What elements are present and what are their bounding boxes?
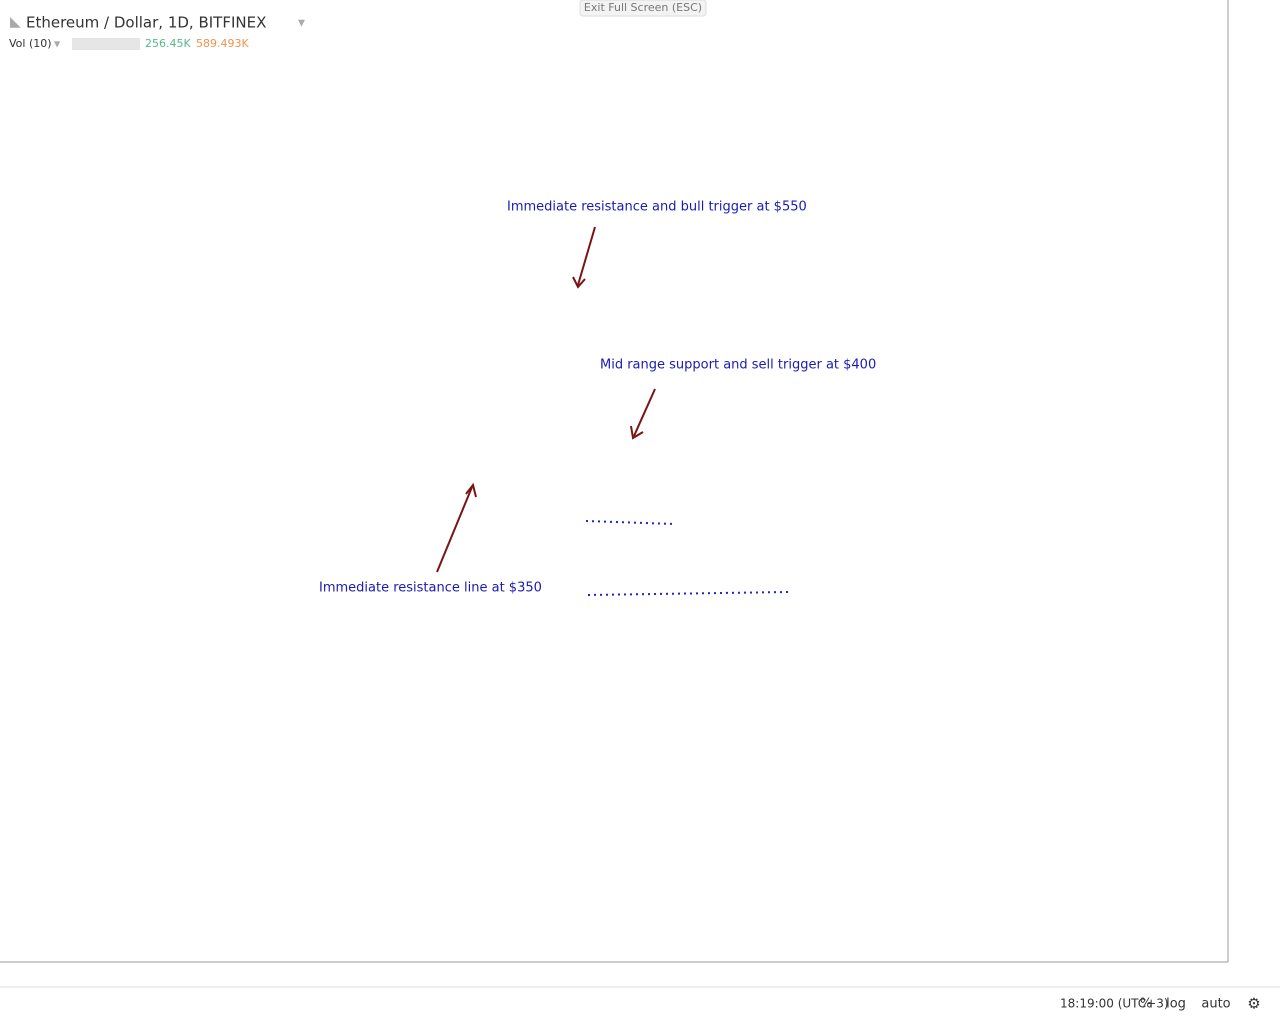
arrow-head xyxy=(572,276,586,289)
settings[interactable]: ⚙ xyxy=(1247,995,1260,1013)
arrow xyxy=(436,486,473,573)
dropdown: ▼ xyxy=(298,19,305,29)
log-toggle[interactable]: log xyxy=(1166,997,1186,1012)
dotted-line xyxy=(585,520,675,525)
auto-toggle[interactable]: auto xyxy=(1201,997,1230,1012)
percent-toggle[interactable]: % xyxy=(1140,997,1152,1012)
volume-ma-value: 589.493K xyxy=(196,37,249,50)
exit-button-box[interactable] xyxy=(579,0,707,17)
arrow-head xyxy=(465,482,477,498)
arrow-head xyxy=(630,425,644,440)
exit-button[interactable]: Exit Full Screen (ESC) xyxy=(584,1,702,14)
dropdown: ▼ xyxy=(54,40,61,49)
annotation: Immediate resistance and bull trigger at… xyxy=(507,200,807,215)
arrow xyxy=(633,388,656,437)
volume-value: 256.45K xyxy=(145,37,191,50)
clock: 18:19:00 (UTC+3) xyxy=(1060,997,1169,1011)
chart-title: Ethereum / Dollar, 1D, BITFINEX xyxy=(26,14,266,32)
volume-label: Vol (10) xyxy=(9,37,52,50)
symbol-icon: ◣ xyxy=(10,14,21,30)
arrow xyxy=(577,226,596,286)
annotation: Immediate resistance line at $350 xyxy=(319,581,542,596)
study-buttons[interactable] xyxy=(72,38,140,50)
annotation: Mid range support and sell trigger at $4… xyxy=(600,358,876,373)
